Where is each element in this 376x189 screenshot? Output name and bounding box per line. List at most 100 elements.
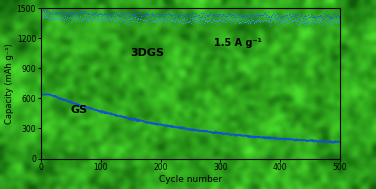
Point bbox=[56, 12, 62, 15]
Point bbox=[98, 12, 104, 15]
Point bbox=[302, 14, 308, 17]
Point bbox=[249, 12, 255, 15]
Point bbox=[251, 95, 257, 98]
Point bbox=[332, 14, 338, 17]
Point bbox=[93, 14, 99, 17]
Point bbox=[125, 17, 131, 20]
Point bbox=[149, 12, 155, 15]
Point bbox=[331, 13, 337, 16]
Point bbox=[297, 96, 303, 99]
Point bbox=[139, 96, 145, 99]
Point bbox=[189, 10, 195, 13]
Point bbox=[187, 96, 193, 99]
Point bbox=[197, 11, 203, 14]
Point bbox=[294, 13, 300, 16]
Point bbox=[47, 19, 53, 22]
Point bbox=[277, 12, 283, 15]
Point bbox=[100, 97, 106, 100]
Point bbox=[130, 9, 136, 12]
Point bbox=[143, 19, 149, 22]
Point bbox=[148, 9, 154, 12]
Point bbox=[110, 90, 116, 93]
Point bbox=[107, 94, 113, 97]
Point bbox=[218, 7, 224, 10]
Point bbox=[139, 9, 145, 12]
Point bbox=[229, 97, 235, 100]
Point bbox=[114, 20, 120, 23]
Point bbox=[305, 14, 311, 17]
Point bbox=[141, 19, 147, 22]
Point bbox=[51, 11, 57, 14]
Point bbox=[176, 7, 182, 10]
Point bbox=[155, 18, 161, 21]
Point bbox=[288, 14, 294, 17]
Point bbox=[294, 96, 300, 99]
Point bbox=[140, 14, 146, 17]
Point bbox=[265, 19, 271, 22]
Point bbox=[220, 14, 226, 17]
Point bbox=[127, 8, 133, 11]
Point bbox=[213, 15, 219, 18]
Point bbox=[211, 92, 217, 95]
Point bbox=[203, 13, 209, 16]
Point bbox=[249, 94, 255, 97]
Point bbox=[196, 14, 202, 17]
Point bbox=[245, 11, 251, 14]
Point bbox=[176, 93, 182, 96]
Point bbox=[190, 12, 196, 15]
Point bbox=[337, 21, 343, 24]
Point bbox=[90, 11, 96, 14]
Point bbox=[137, 18, 143, 21]
Point bbox=[71, 10, 77, 13]
Point bbox=[180, 18, 186, 21]
Point bbox=[84, 12, 90, 15]
Point bbox=[75, 96, 81, 99]
Point bbox=[217, 10, 223, 13]
Point bbox=[334, 19, 340, 22]
Point bbox=[209, 94, 215, 97]
Point bbox=[205, 10, 211, 13]
Point bbox=[196, 21, 202, 24]
Point bbox=[111, 10, 117, 13]
Point bbox=[119, 10, 125, 13]
Point bbox=[221, 12, 227, 15]
Point bbox=[312, 21, 318, 24]
Point bbox=[314, 11, 320, 14]
Point bbox=[227, 18, 233, 21]
Point bbox=[44, 8, 50, 11]
Point bbox=[243, 94, 249, 97]
Point bbox=[140, 10, 146, 13]
Point bbox=[233, 98, 240, 101]
Point bbox=[299, 12, 305, 15]
Point bbox=[293, 12, 299, 15]
Point bbox=[212, 14, 218, 17]
Point bbox=[223, 13, 229, 16]
Point bbox=[158, 10, 164, 13]
Point bbox=[330, 9, 336, 12]
Point bbox=[317, 19, 323, 22]
Point bbox=[245, 19, 251, 22]
Point bbox=[252, 10, 258, 13]
Point bbox=[88, 101, 94, 104]
Point bbox=[243, 20, 249, 23]
Point bbox=[238, 21, 244, 24]
Point bbox=[260, 96, 266, 99]
Point bbox=[191, 14, 197, 17]
Point bbox=[88, 16, 94, 19]
Point bbox=[123, 15, 129, 18]
Point bbox=[67, 15, 73, 18]
Point bbox=[145, 91, 151, 94]
Point bbox=[212, 12, 218, 15]
Point bbox=[230, 17, 237, 20]
Point bbox=[211, 15, 217, 18]
Point bbox=[48, 96, 54, 99]
Point bbox=[92, 10, 98, 13]
Point bbox=[201, 12, 207, 15]
Point bbox=[41, 100, 47, 103]
Point bbox=[147, 10, 153, 13]
Point bbox=[49, 10, 55, 13]
Point bbox=[257, 12, 263, 15]
Point bbox=[253, 99, 259, 102]
Point bbox=[258, 97, 264, 100]
Point bbox=[256, 12, 262, 15]
